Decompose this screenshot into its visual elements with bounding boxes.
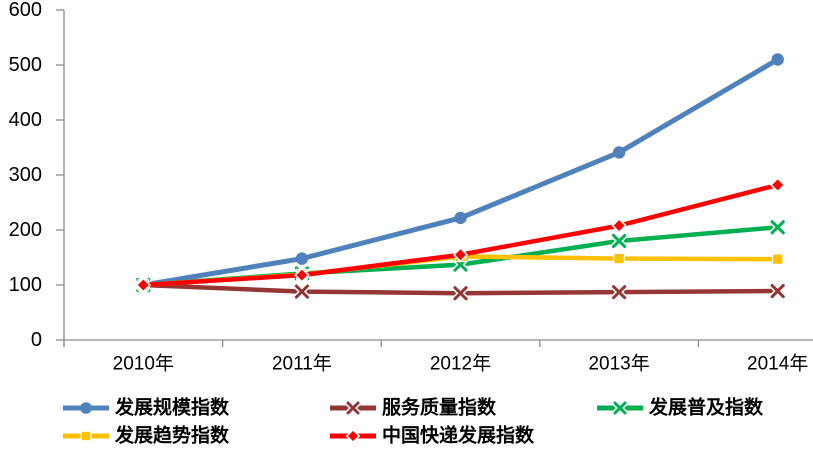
legend-label: 服务质量指数	[382, 396, 497, 419]
y-tick-label: 200	[9, 219, 42, 241]
marker-circle-icon	[295, 252, 309, 265]
legend-item-3: 发展趋势指数	[63, 424, 230, 447]
marker-x-icon	[610, 232, 628, 250]
marker-circle-icon	[771, 53, 784, 66]
marker-x-icon	[610, 283, 628, 301]
legend-item-4: 中国快递发展指数	[330, 424, 535, 447]
x-category-label: 2010年	[113, 353, 174, 375]
marker-x-icon	[293, 283, 311, 301]
y-tick-label: 500	[9, 54, 42, 76]
y-tick-label: 0	[31, 329, 42, 351]
y-tick-label: 100	[9, 274, 42, 296]
y-tick-label: 400	[9, 109, 42, 131]
legend-label: 发展规模指数	[114, 396, 230, 419]
legend-item-2: 发展普及指数	[597, 396, 764, 419]
marker-diamond-icon	[452, 247, 469, 263]
series-4	[135, 177, 786, 293]
marker-square-icon	[80, 430, 92, 442]
marker-x-icon	[612, 400, 628, 416]
marker-x-icon	[769, 282, 787, 300]
marker-diamond-icon	[135, 277, 152, 293]
marker-x-icon	[345, 400, 361, 416]
legend-item-0: 发展规模指数	[63, 396, 230, 419]
marker-diamond-icon	[769, 177, 786, 193]
y-tick-label: 600	[9, 0, 42, 21]
legend-label: 发展趋势指数	[114, 424, 230, 447]
y-tick-label: 300	[9, 164, 42, 186]
x-category-label: 2013年	[588, 353, 649, 375]
marker-x-icon	[451, 284, 470, 302]
marker-diamond-icon	[611, 217, 627, 234]
legend-item-1: 服务质量指数	[330, 396, 497, 419]
marker-x-icon	[769, 218, 787, 236]
marker-square-icon	[771, 253, 784, 265]
marker-circle-icon	[612, 146, 626, 159]
legend-label: 中国快递发展指数	[382, 424, 535, 447]
marker-circle-icon	[80, 402, 92, 414]
x-category-label: 2011年	[272, 353, 332, 375]
marker-circle-icon	[454, 211, 467, 225]
series-1	[134, 276, 787, 302]
marker-square-icon	[613, 252, 625, 265]
x-category-label: 2012年	[430, 353, 491, 375]
legend-label: 发展普及指数	[648, 396, 764, 419]
x-category-label: 2014年	[747, 353, 808, 375]
marker-diamond-icon	[294, 267, 310, 283]
marker-diamond-icon	[345, 428, 361, 444]
